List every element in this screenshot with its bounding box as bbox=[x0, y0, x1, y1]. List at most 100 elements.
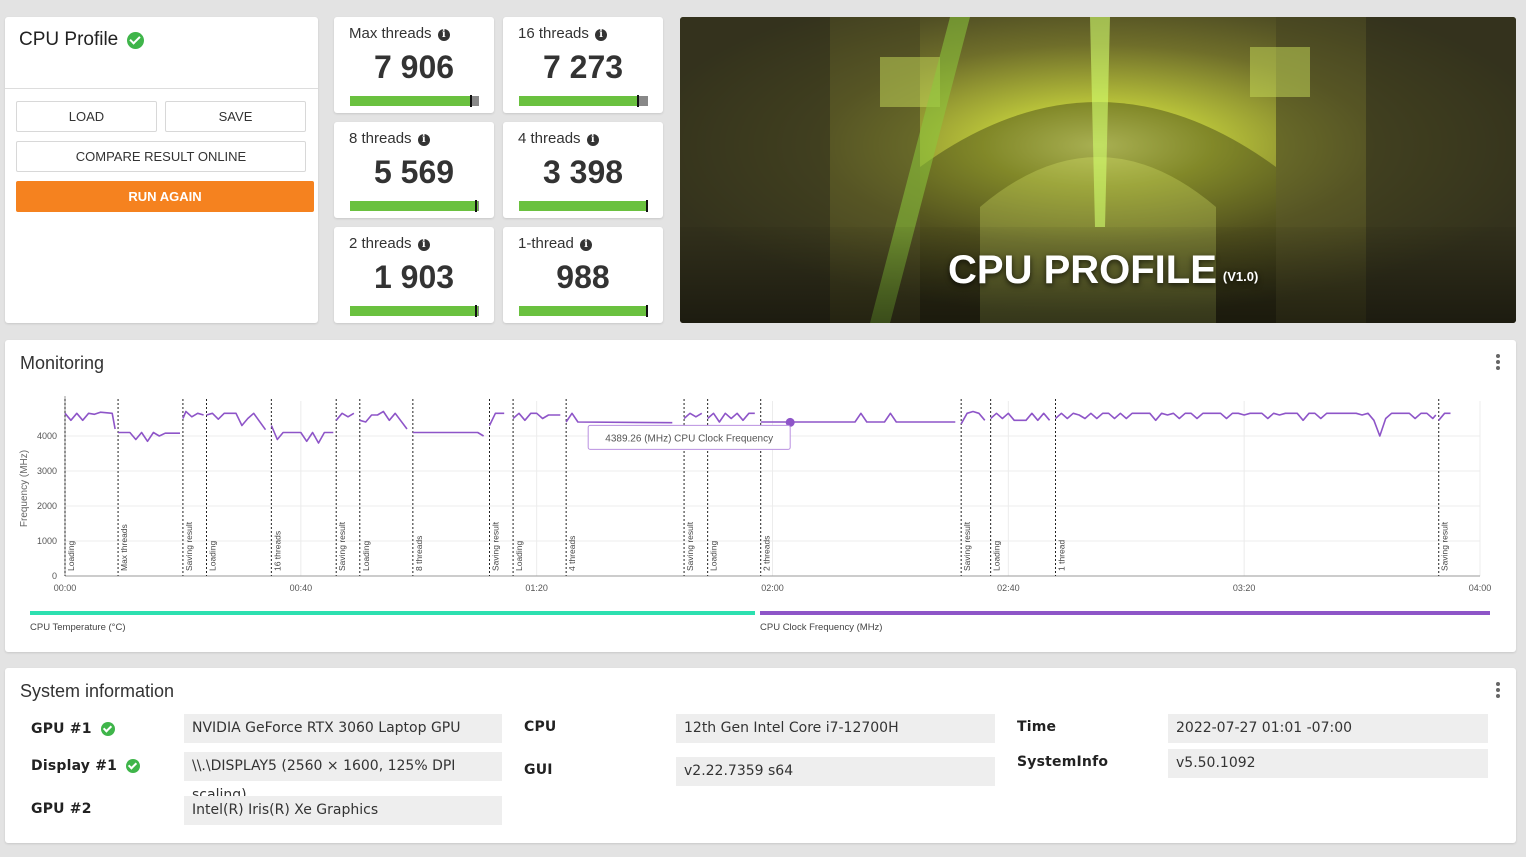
phase-marker-label: Max threads bbox=[119, 524, 129, 571]
phase-marker-label: Loading bbox=[361, 540, 371, 571]
score-bar bbox=[519, 305, 648, 317]
score-bar-marker bbox=[646, 200, 648, 212]
score-bar-fill bbox=[350, 201, 478, 211]
legend-label: CPU Temperature (°C) bbox=[30, 622, 125, 633]
score-bar-fill bbox=[519, 201, 648, 211]
score-bar-marker bbox=[470, 95, 472, 107]
load-button[interactable]: LOAD bbox=[16, 101, 157, 132]
frequency-chart: 0 1000 2000 3000 4000 00:00 00:40 01:20 02:00 02:… bbox=[19, 396, 1491, 633]
frequency-line bbox=[683, 412, 703, 420]
score-card-4-threads: 4 threads i 3 398 bbox=[503, 122, 663, 218]
highlight-point bbox=[785, 417, 795, 427]
score-label: 4 threads bbox=[518, 130, 581, 147]
phase-marker-label: Saving result bbox=[337, 521, 347, 571]
frequency-line bbox=[206, 412, 267, 431]
frequency-line bbox=[512, 412, 561, 422]
cpu-label: CPU bbox=[524, 719, 557, 735]
info-icon[interactable]: i bbox=[586, 134, 599, 146]
frequency-line bbox=[1438, 412, 1451, 421]
legend-label: CPU Clock Frequency (MHz) bbox=[760, 622, 882, 633]
phase-marker-label: Saving result bbox=[184, 521, 194, 571]
frequency-line bbox=[565, 412, 673, 424]
score-value: 5 569 bbox=[373, 154, 455, 190]
tooltip-text: 4389.26 (MHz) CPU Clock Frequency bbox=[605, 433, 773, 444]
time-value: 2022-07-27 01:01 -07:00 bbox=[1168, 714, 1488, 743]
monitoring-title: Monitoring bbox=[20, 353, 105, 373]
display-1-value: \\.\DISPLAY5 (2560 × 1600, 125% DPI scal… bbox=[184, 752, 502, 803]
save-button[interactable]: SAVE bbox=[165, 101, 306, 132]
gpu-1-value: NVIDIA GeForce RTX 3060 Laptop GPU bbox=[184, 714, 502, 743]
frequency-line bbox=[707, 412, 755, 423]
tooltip-box bbox=[587, 424, 791, 450]
profile-title: CPU Profile bbox=[19, 29, 119, 50]
score-bar-fill bbox=[350, 306, 478, 316]
x-tick-label: 02:00 bbox=[761, 583, 784, 593]
info-icon[interactable]: i bbox=[437, 29, 450, 41]
verified-check-icon bbox=[126, 759, 141, 773]
info-icon[interactable]: i bbox=[580, 239, 593, 251]
y-tick-label: 1000 bbox=[37, 536, 57, 546]
score-value: 988 bbox=[556, 259, 610, 295]
score-card-2-threads: 2 threads i 1 903 bbox=[334, 227, 494, 323]
phase-marker-label: Saving result bbox=[491, 521, 501, 571]
profile-card: CPU Profile LOAD SAVE COMPARE RESULT ONL… bbox=[5, 17, 318, 323]
frequency-line bbox=[760, 412, 956, 423]
phase-marker-label: Loading bbox=[992, 540, 1002, 571]
gpu-2-label: GPU #2 bbox=[31, 801, 92, 817]
score-value: 1 903 bbox=[373, 259, 455, 295]
score-bar-marker bbox=[646, 305, 648, 317]
frequency-line bbox=[412, 431, 485, 437]
phase-marker-label: Loading bbox=[208, 540, 218, 571]
phase-marker-label: Saving result bbox=[962, 521, 972, 571]
systeminfo-label: SystemInfo bbox=[1017, 754, 1109, 770]
phase-marker-label: 2 threads bbox=[762, 536, 772, 571]
y-tick-label: 4000 bbox=[37, 431, 57, 441]
y-tick-label: 2000 bbox=[37, 501, 57, 511]
info-icon[interactable]: i bbox=[417, 134, 430, 146]
phase-marker-label: Saving result bbox=[1440, 521, 1450, 571]
system-information-title: System information bbox=[20, 681, 175, 701]
compare-result-online-button[interactable]: COMPARE RESULT ONLINE bbox=[16, 141, 306, 172]
score-bar bbox=[350, 200, 479, 212]
score-bar-marker bbox=[475, 305, 477, 317]
phase-marker-label: 1 thread bbox=[1057, 540, 1067, 571]
info-icon[interactable]: i bbox=[595, 29, 608, 41]
score-value: 7 906 bbox=[373, 49, 455, 85]
more-options-icon[interactable] bbox=[1496, 682, 1500, 698]
score-bar-fill bbox=[350, 96, 472, 106]
score-label: 1-thread bbox=[518, 235, 574, 252]
gpu-1-label: GPU #1 bbox=[31, 721, 115, 737]
score-bar-marker bbox=[637, 95, 639, 107]
score-label: 2 threads bbox=[349, 235, 412, 252]
score-label: 16 threads bbox=[518, 25, 589, 42]
verified-check-icon bbox=[100, 722, 115, 736]
x-tick-label: 00:40 bbox=[290, 583, 313, 593]
display-1-label: Display #1 bbox=[31, 758, 141, 774]
score-label: Max threads bbox=[349, 25, 432, 42]
score-bar-fill bbox=[519, 96, 639, 106]
score-card-max-threads: Max threads i 7 906 bbox=[334, 17, 494, 113]
more-options-icon[interactable] bbox=[1496, 354, 1500, 370]
score-bar-marker bbox=[475, 200, 477, 212]
verified-check-icon bbox=[126, 31, 144, 49]
systeminfo-value: v5.50.1092 bbox=[1168, 749, 1488, 778]
frequency-line bbox=[359, 410, 408, 430]
run-again-button[interactable]: RUN AGAIN bbox=[16, 181, 314, 212]
legend-bar bbox=[30, 611, 755, 615]
frequency-line bbox=[488, 412, 505, 426]
score-card-1-thread: 1-thread i 988 bbox=[503, 227, 663, 323]
hero-version: (V1.0) bbox=[1222, 269, 1259, 284]
phase-marker-label: Saving result bbox=[685, 521, 695, 571]
time-label: Time bbox=[1017, 719, 1057, 735]
gui-value: v2.22.7359 s64 bbox=[676, 757, 995, 786]
score-bar-fill bbox=[519, 306, 648, 316]
phase-marker-label: Loading bbox=[66, 540, 76, 571]
monitoring-card: Monitoring 0 1000 2000 3000 4000 00:00 00:40 01… bbox=[5, 340, 1516, 652]
info-icon[interactable]: i bbox=[417, 239, 430, 251]
phase-marker-label: 16 threads bbox=[272, 531, 282, 571]
y-tick-label: 3000 bbox=[37, 466, 57, 476]
benchmark-hero-banner: CPU PROFILE (V1.0) bbox=[680, 17, 1516, 323]
phase-marker-label: Loading bbox=[709, 540, 719, 571]
system-information-card: System information GPU #1 NVIDIA GeForce… bbox=[5, 668, 1516, 843]
phase-marker-label: Loading bbox=[514, 540, 524, 571]
